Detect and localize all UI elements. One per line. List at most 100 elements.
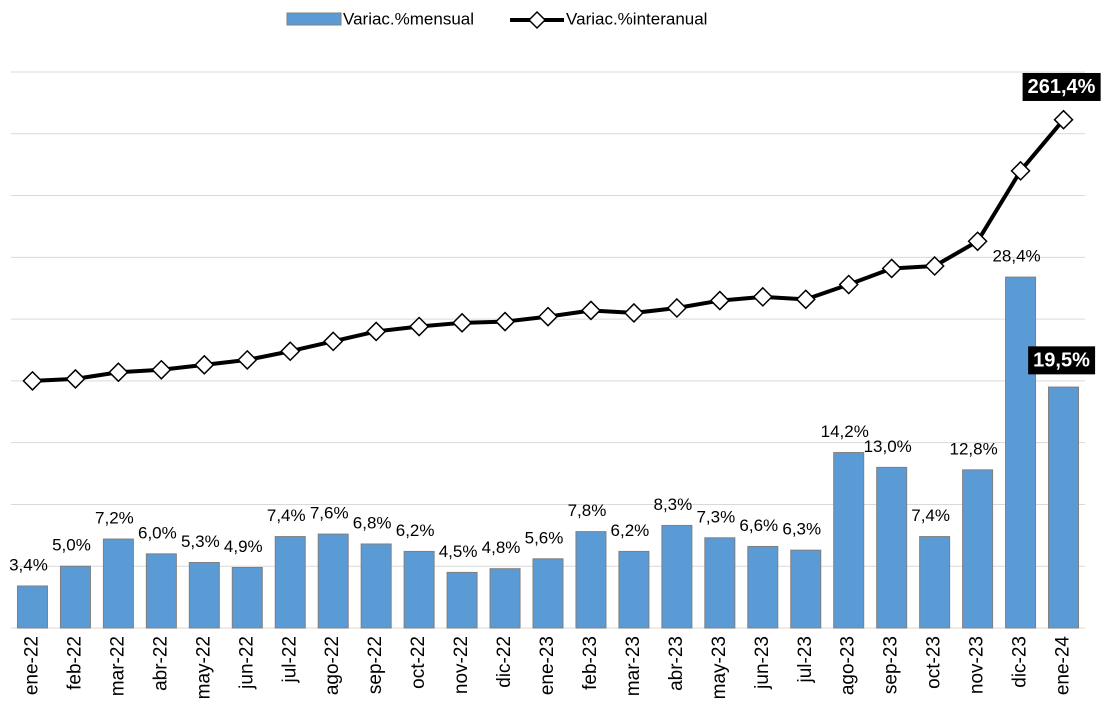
x-tick-label: ago-23 (838, 636, 859, 695)
bar (446, 571, 478, 629)
line-marker (623, 302, 644, 323)
bar (661, 524, 693, 629)
line-marker (366, 321, 387, 342)
bar (489, 568, 521, 629)
bar (317, 533, 349, 629)
line-marker (151, 359, 172, 380)
line-marker (452, 312, 473, 333)
data-label: 28,4% (992, 247, 1040, 266)
data-label: 13,0% (864, 437, 912, 456)
data-label: 6,3% (782, 520, 821, 539)
callout: 19,5% (1028, 346, 1096, 375)
x-tick-label: feb-22 (64, 636, 85, 690)
bar (274, 536, 306, 629)
x-tick-label: jul-22 (279, 636, 300, 683)
data-label: 6,2% (396, 521, 435, 540)
line-marker (22, 370, 43, 391)
x-tick-label: jul-23 (795, 636, 816, 683)
callout-box (1028, 346, 1096, 375)
line-marker (795, 289, 816, 310)
x-tick-label: may-22 (193, 636, 214, 699)
x-tick-label: jun-22 (236, 636, 257, 690)
line-marker (838, 274, 859, 295)
bar (919, 536, 951, 629)
data-label: 6,6% (739, 516, 778, 535)
x-tick-label: feb-23 (580, 636, 601, 690)
line (32, 118, 1066, 383)
data-label: 8,3% (654, 495, 693, 514)
bar (188, 562, 220, 629)
data-label: 4,8% (482, 538, 521, 557)
line-marker (65, 368, 86, 389)
line-marker (194, 354, 215, 375)
x-tick-label: ene-24 (1053, 636, 1074, 696)
x-tick-label: ago-22 (322, 636, 343, 695)
line-marker (409, 316, 430, 337)
x-tick-label: nov-22 (451, 636, 472, 694)
bar (403, 550, 435, 629)
line-marker (1053, 109, 1074, 130)
data-label: 12,8% (949, 439, 997, 458)
bar (618, 550, 650, 629)
data-label: 19,5% (1033, 349, 1090, 371)
x-tick-label: oct-23 (924, 636, 945, 689)
line-marker (666, 297, 687, 319)
x-tick-label: dic-22 (494, 636, 515, 688)
legend-swatch (286, 12, 342, 26)
bar (231, 566, 263, 629)
data-label: 6,0% (138, 523, 177, 542)
bar (833, 452, 865, 629)
bar (145, 553, 177, 629)
bar (1005, 276, 1037, 629)
data-label: 7,4% (911, 506, 950, 525)
data-label: 6,2% (611, 521, 650, 540)
x-tick-label: nov-23 (967, 636, 988, 694)
x-tick-label: ene-23 (537, 636, 558, 695)
x-tick-label: sep-22 (365, 636, 386, 694)
callout: 261,4% (1022, 72, 1101, 101)
x-tick-label: abr-23 (666, 636, 687, 691)
line-marker (108, 362, 129, 383)
callout-box (1022, 72, 1101, 101)
data-label: 7,2% (95, 509, 134, 528)
legend-marker (527, 10, 547, 30)
line-marker (752, 286, 773, 307)
x-tick-label: ene-22 (21, 636, 42, 695)
bar (59, 565, 91, 629)
x-tick-label: dic-23 (1010, 636, 1031, 688)
line-marker (280, 341, 301, 362)
bar (790, 549, 822, 629)
x-tick-label: mar-22 (107, 636, 128, 696)
data-label: 5,0% (52, 536, 91, 555)
bar (532, 558, 564, 629)
line-marker (580, 300, 602, 321)
x-tick-label: mar-23 (623, 636, 644, 696)
bar (747, 545, 779, 629)
data-label: 6,8% (353, 513, 392, 532)
line-marker (537, 306, 559, 327)
data-label: 4,9% (224, 537, 263, 556)
data-label: 14,2% (821, 422, 869, 441)
x-tick-label: jun-23 (752, 636, 773, 690)
x-tick-label: oct-22 (408, 636, 429, 689)
bar (704, 537, 736, 629)
legend-label: Variac.%mensual (343, 9, 474, 28)
x-tick-label: abr-22 (150, 636, 171, 691)
bar (876, 466, 908, 629)
x-tick-label: may-23 (709, 636, 730, 699)
data-label: 261,4% (1028, 76, 1096, 98)
data-label: 5,3% (181, 532, 220, 551)
bar (360, 543, 392, 629)
data-label: 7,3% (696, 507, 735, 526)
bar (575, 531, 607, 629)
data-label: 4,5% (439, 542, 478, 561)
line-marker (237, 349, 258, 370)
x-tick-label: sep-23 (881, 636, 902, 694)
data-label: 3,4% (9, 555, 48, 574)
line-marker (709, 290, 730, 311)
data-label: 7,8% (568, 501, 607, 520)
data-label: 7,4% (267, 506, 306, 525)
data-label: 5,6% (525, 528, 564, 547)
line-marker (1010, 160, 1031, 181)
